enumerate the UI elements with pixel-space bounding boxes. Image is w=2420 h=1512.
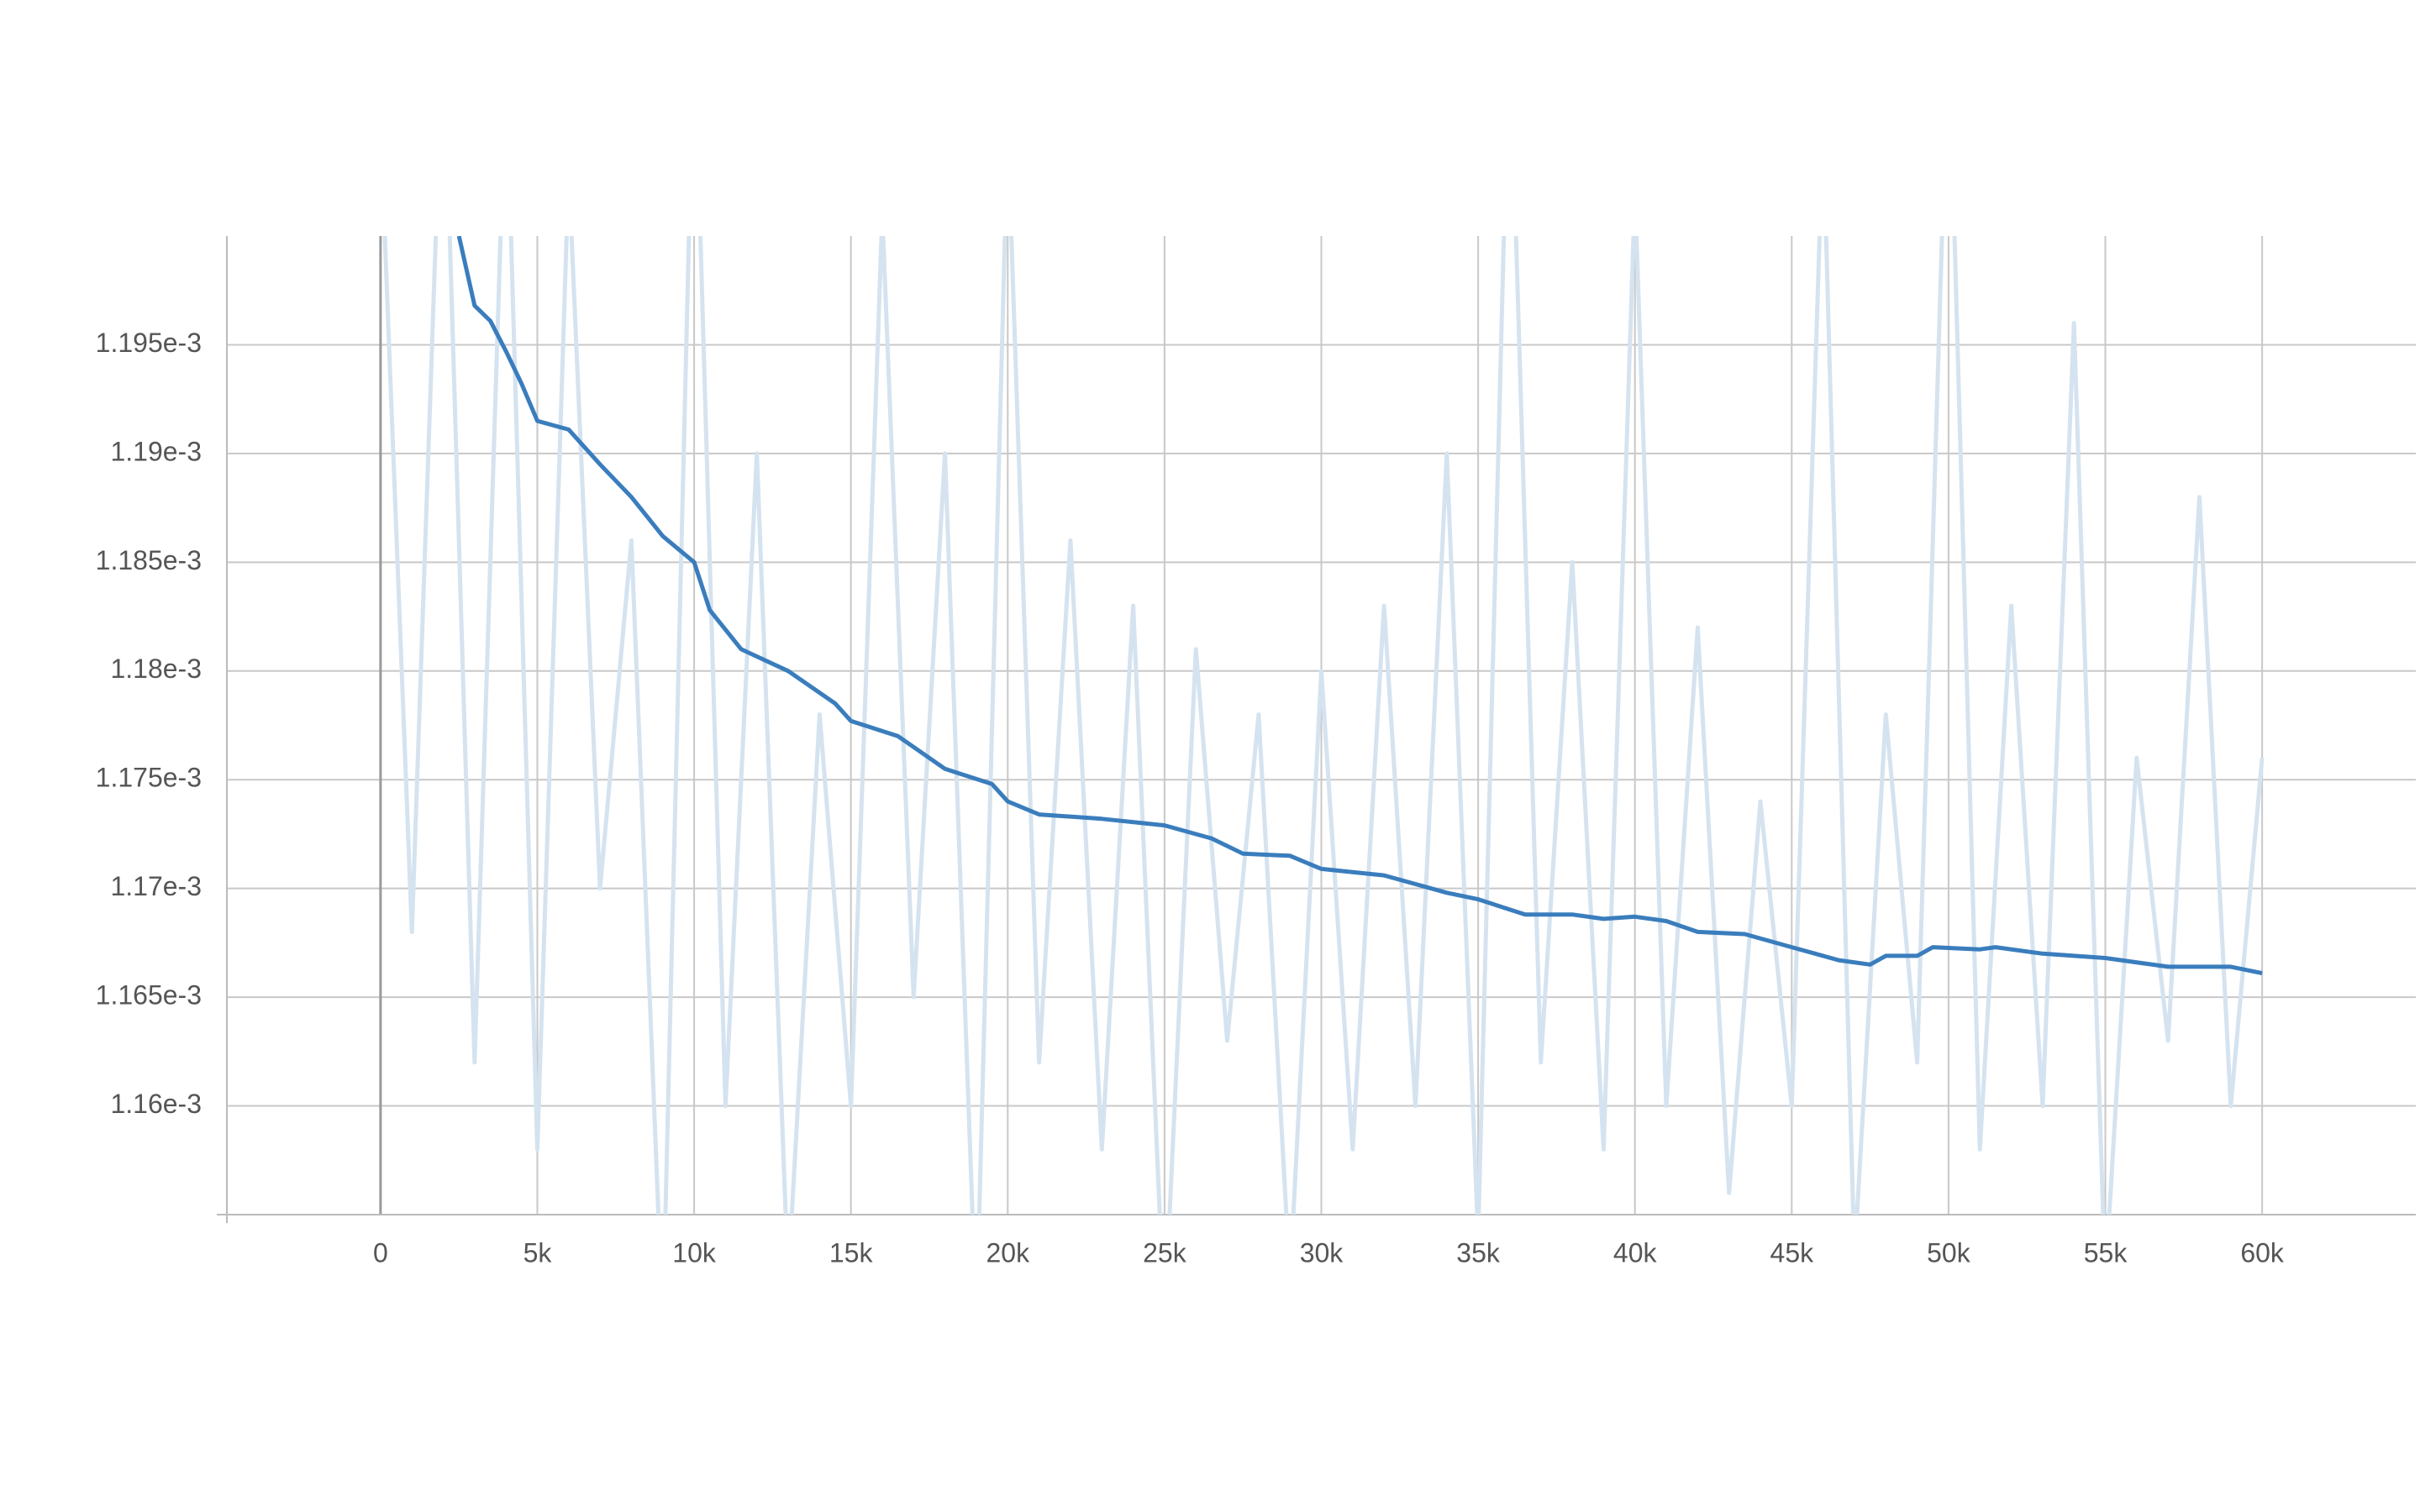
y-tick-label: 1.165e-3 bbox=[96, 980, 202, 1011]
x-tick-label: 20k bbox=[986, 1237, 1030, 1268]
y-tick-label: 1.185e-3 bbox=[96, 545, 202, 575]
y-tick-label: 1.16e-3 bbox=[110, 1089, 202, 1119]
x-tick-label: 15k bbox=[829, 1237, 874, 1268]
y-tick-label: 1.175e-3 bbox=[96, 763, 202, 793]
x-tick-label: 10k bbox=[672, 1237, 717, 1268]
x-tick-label: 60k bbox=[2240, 1237, 2285, 1268]
y-tick-label: 1.195e-3 bbox=[96, 328, 202, 358]
y-tick-label: 1.19e-3 bbox=[110, 436, 202, 466]
smoothed-line bbox=[456, 236, 2263, 976]
plot-area bbox=[382, 236, 2265, 1215]
raw-line bbox=[382, 236, 2265, 1215]
x-tick-label: 25k bbox=[1143, 1237, 1187, 1268]
x-tick-label: 0 bbox=[373, 1237, 388, 1268]
y-tick-label: 1.17e-3 bbox=[110, 871, 202, 901]
x-tick-label: 40k bbox=[1613, 1237, 1658, 1268]
x-tick-label: 45k bbox=[1770, 1237, 1815, 1268]
x-tick-label: 30k bbox=[1300, 1237, 1344, 1268]
x-tick-label: 5k bbox=[523, 1237, 553, 1268]
x-tick-label: 50k bbox=[1927, 1237, 1971, 1268]
y-tick-label: 1.18e-3 bbox=[110, 654, 202, 684]
x-tick-label: 35k bbox=[1456, 1237, 1501, 1268]
x-tick-label: 55k bbox=[2084, 1237, 2128, 1268]
